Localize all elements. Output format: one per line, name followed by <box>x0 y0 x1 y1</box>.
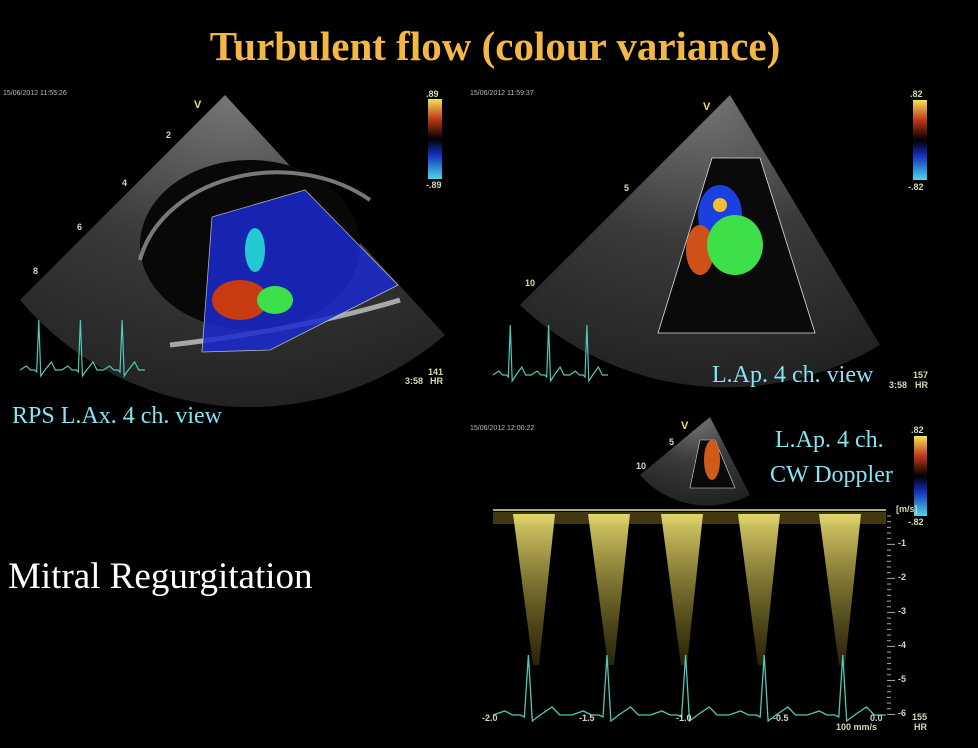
echo-image-panel-1 <box>19 95 445 408</box>
regurgitant-jet-envelope <box>661 514 703 665</box>
velocity-tick-label: -3 <box>898 606 907 616</box>
hr-label: HR <box>914 722 927 732</box>
ecg-trace <box>19 319 145 378</box>
hr-label: HR <box>915 380 928 390</box>
scale-min: -.89 <box>426 180 442 190</box>
time-tick-label: -1.5 <box>579 713 595 723</box>
caption-cw-doppler: CW Doppler <box>770 462 893 488</box>
depth-label: 6 <box>77 222 83 232</box>
heart-rate: 157 <box>913 370 929 380</box>
time-tick-label: -1.0 <box>676 713 692 723</box>
regurgitant-jet-envelope <box>513 514 555 665</box>
regurgitant-jet-envelope <box>819 514 861 665</box>
depth-label: 5 <box>624 183 630 193</box>
slide-title: Turbulent flow (colour variance) <box>209 23 781 69</box>
hr-label: HR <box>430 376 443 386</box>
velocity-tick-label: -1 <box>898 538 907 548</box>
heart-rate: 141 <box>428 367 444 377</box>
depth-label: 10 <box>636 461 647 471</box>
heart-rate: 155 <box>912 712 928 722</box>
elapsed-time: 3:58 <box>889 380 908 390</box>
sweep-speed: 100 mm/s <box>836 722 878 732</box>
scale-min: -.82 <box>908 182 924 192</box>
orientation-marker: V <box>703 101 711 113</box>
elapsed-time: 3:58 <box>405 376 424 386</box>
scale-max: .89 <box>426 89 439 99</box>
timestamp: 15/06/2012 11:55:26 <box>3 90 67 97</box>
cw-doppler-panel <box>492 417 927 723</box>
depth-label: 2 <box>166 130 172 140</box>
depth-label: 5 <box>669 437 675 447</box>
caption-rps-lax: RPS L.Ax. 4 ch. view <box>12 403 222 429</box>
velocity-tick-label: -4 <box>898 640 907 650</box>
timestamp: 15/06/2012 12:00:22 <box>470 425 535 432</box>
color-scale-bar <box>913 100 927 180</box>
depth-label: 8 <box>33 266 39 276</box>
time-tick-label: -2.0 <box>482 713 498 723</box>
orientation-marker: V <box>681 420 689 432</box>
scale-max: .82 <box>910 89 923 99</box>
scale-max: .82 <box>911 425 924 435</box>
regurgitant-jet-envelope <box>588 514 630 665</box>
timestamp: 15/06/2012 11:59:37 <box>470 90 534 97</box>
time-tick-label: 0.0 <box>870 713 883 723</box>
velocity-unit: [m/s] <box>896 504 918 514</box>
orientation-marker: V <box>194 99 202 111</box>
echo-image-panel-2 <box>492 95 927 388</box>
velocity-tick-label: -5 <box>898 674 907 684</box>
caption-lap-4ch: L.Ap. 4 ch. view <box>712 362 874 388</box>
depth-label: 4 <box>122 178 128 188</box>
time-tick-label: -0.5 <box>773 713 789 723</box>
ecg-trace <box>492 324 608 383</box>
ecg-trace <box>492 654 886 723</box>
regurgitant-jet-envelope <box>738 514 780 665</box>
color-scale-bar <box>428 99 442 179</box>
velocity-tick-label: -6 <box>898 708 907 718</box>
scale-min: -.82 <box>908 517 924 527</box>
velocity-tick-label: -2 <box>898 572 907 582</box>
color-scale-bar <box>914 436 927 516</box>
depth-label: 10 <box>525 278 536 288</box>
main-caption-mitral-regurgitation: Mitral Regurgitation <box>8 556 313 597</box>
caption-lap-4ch-line1: L.Ap. 4 ch. <box>775 427 884 453</box>
